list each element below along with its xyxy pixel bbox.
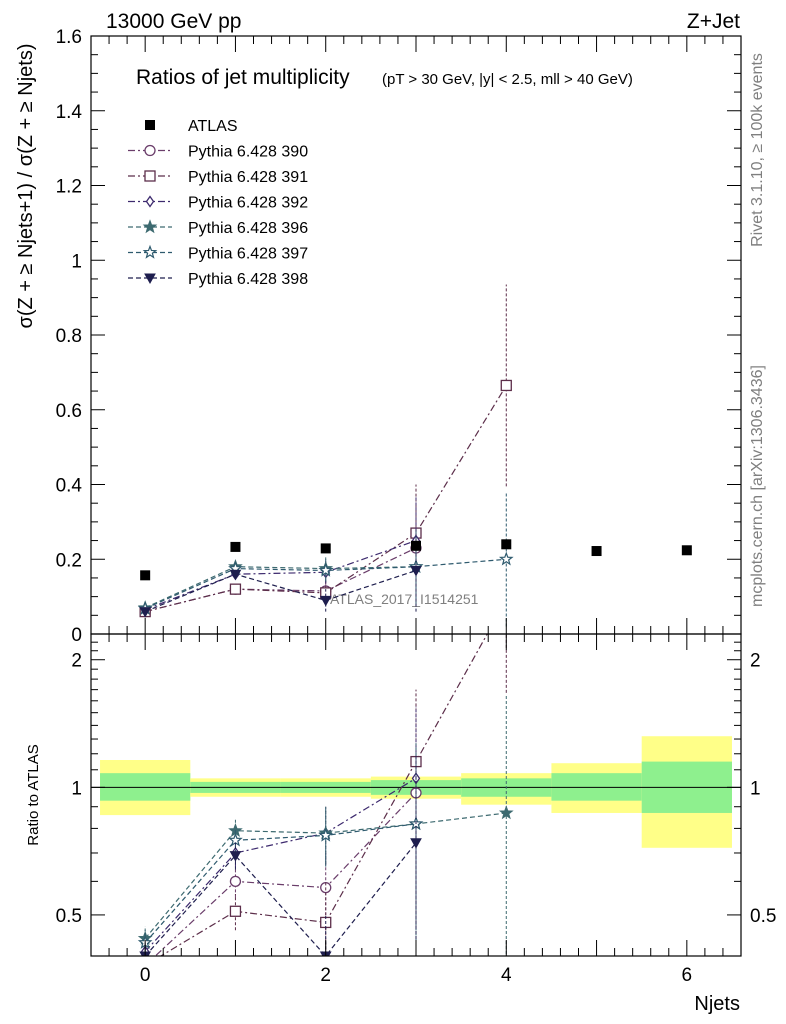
atlas-point-1 [230, 541, 241, 552]
main-point-4-4 [498, 551, 514, 566]
ratio-line-5 [144, 842, 417, 956]
main-point-5-2 [319, 595, 332, 607]
ratio-point-3-4 [498, 805, 514, 820]
main-panel-marks [137, 284, 692, 627]
ratio-panel-marks [137, 634, 514, 956]
ratio-line-0 [154, 792, 417, 956]
process-label: Z+Jet [687, 10, 740, 33]
main-line-2 [144, 540, 417, 611]
ratio-ylabel: Ratio to ATLAS [25, 744, 42, 845]
main-ytick-label: 0 [71, 625, 82, 646]
legend-marker-2 [145, 195, 155, 208]
ratio-ytick-label: 2 [71, 651, 82, 672]
energy-label: 13000 GeV pp [106, 10, 241, 33]
main-ytick-label: 1 [71, 251, 82, 272]
main-point-5-3 [410, 565, 422, 577]
main-point-1-4 [500, 379, 512, 392]
ratio-point-0-1 [229, 875, 242, 888]
main-ytick-label: 1.6 [56, 27, 82, 48]
legend-marker-atlas [145, 120, 155, 130]
main-ylabel: σ(Z + ≥ Njets+1) / σ(Z + ≥ Njets) [15, 43, 37, 328]
main-point-5-1 [229, 569, 242, 581]
legend-label-2: Pythia 6.428 392 [188, 195, 308, 212]
legend-marker-5 [144, 273, 156, 285]
legend-label-0: Pythia 6.428 390 [188, 144, 308, 161]
ratio-point-1-1 [229, 905, 242, 917]
chart-marks [137, 284, 692, 956]
chart-title: Ratios of jet multiplicity [136, 66, 350, 89]
mcplots-label: mcplots.cern.ch [arXiv:1306.3436] [749, 365, 766, 607]
atlas-point-0 [140, 570, 151, 581]
xlabel: Njets [694, 993, 740, 1015]
ratio-line-4 [144, 823, 417, 944]
ratio-line-2 [144, 777, 417, 952]
chart-subtitle: (pT > 30 GeV, |y| < 2.5, mll > 40 GeV) [382, 71, 633, 88]
ratio-ytick-label-r: 0.5 [750, 906, 776, 927]
legend-label-4: Pythia 6.428 397 [188, 246, 308, 263]
legend-marker-4 [142, 244, 158, 259]
atlas-point-6 [681, 545, 692, 556]
legend-label-3: Pythia 6.428 396 [188, 220, 308, 237]
ratio-ytick-label-r: 1 [750, 778, 761, 799]
ratio-ytick-label: 1 [71, 778, 82, 799]
legend-label-atlas: ATLAS [188, 118, 238, 135]
ratio-ytick-label-r: 2 [750, 651, 761, 672]
main-ytick-label: 0.2 [56, 550, 82, 571]
atlas-point-3 [411, 540, 421, 551]
rivet-label: Rivet 3.1.10, ≥ 100k events [749, 53, 766, 247]
legend: ATLAS Pythia 6.428 390 Pythia 6.428 391 Pyt… [128, 118, 308, 288]
main-ytick-label: 1.2 [56, 177, 82, 198]
main-ytick-label: 0.8 [56, 326, 82, 347]
xtick-label: 4 [501, 965, 512, 986]
main-ytick-label: 0.6 [56, 401, 82, 422]
ratio-point-5-3 [410, 838, 422, 849]
xtick-label: 2 [320, 965, 331, 986]
main-ytick-label: 1.4 [56, 102, 83, 123]
main-point-5-0 [139, 607, 152, 618]
analysis-watermark: ATLAS_2017_I1514251 [330, 591, 479, 607]
xtick-label: 6 [682, 965, 693, 986]
xtick-label: 0 [140, 965, 151, 986]
ratio-ytick-label: 0.5 [56, 906, 82, 927]
main-ytick-label: 0.4 [56, 476, 83, 497]
legend-marker-3 [142, 219, 158, 234]
main-point-4-2 [318, 562, 334, 577]
chart-axes: 0 0.2 0.4 0.6 0.8 1 1.2 1.4 1.6 0 2 4 6 0.5 0.5 1 1 2 2 [56, 27, 777, 986]
main-point-1-1 [229, 583, 242, 595]
legend-marker-1 [144, 170, 156, 182]
atlas-point-2 [320, 543, 331, 554]
ratio-point-5-1 [229, 851, 242, 862]
legend-label-1: Pythia 6.428 391 [188, 169, 308, 186]
atlas-point-5 [591, 546, 602, 557]
legend-marker-0 [144, 144, 156, 157]
legend-label-5: Pythia 6.428 398 [188, 271, 308, 288]
atlas-point-4 [501, 539, 512, 550]
main-line-3 [144, 566, 417, 609]
ratio-point-4-2 [318, 827, 334, 842]
main-line-5 [144, 569, 417, 613]
